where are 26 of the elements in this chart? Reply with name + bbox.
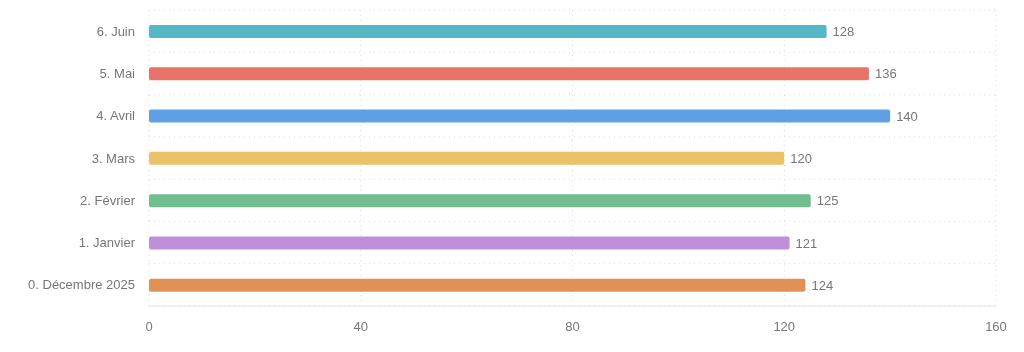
bar — [149, 236, 790, 250]
bar — [149, 109, 891, 123]
y-tick-label: 0. Décembre 2025 — [28, 277, 135, 293]
x-tick-label: 160 — [985, 319, 1007, 335]
bar — [149, 25, 827, 38]
data-label: 136 — [874, 66, 897, 82]
data-label: 125 — [816, 193, 839, 209]
data-label: 128 — [832, 24, 855, 40]
y-tick-label: 2. Février — [80, 192, 136, 208]
x-tick-label: 40 — [353, 319, 368, 335]
x-tick-label: 80 — [565, 319, 580, 335]
y-tick-label: 5. Mai — [99, 66, 136, 82]
y-tick-label: 6. Juin — [96, 23, 135, 39]
data-label: 124 — [811, 277, 834, 293]
bar — [149, 278, 806, 292]
data-label: 121 — [795, 235, 818, 251]
bar — [149, 67, 869, 81]
x-tick-label: 120 — [773, 319, 796, 335]
y-tick-label: 1. Janvier — [78, 235, 136, 251]
x-tick-label: 0 — [145, 319, 153, 335]
y-tick-label: 4. Avril — [96, 108, 136, 124]
y-tick-label: 3. Mars — [91, 150, 136, 166]
data-label: 140 — [896, 108, 918, 124]
data-label: 120 — [790, 150, 812, 166]
bar — [149, 194, 811, 208]
bar — [149, 151, 785, 165]
